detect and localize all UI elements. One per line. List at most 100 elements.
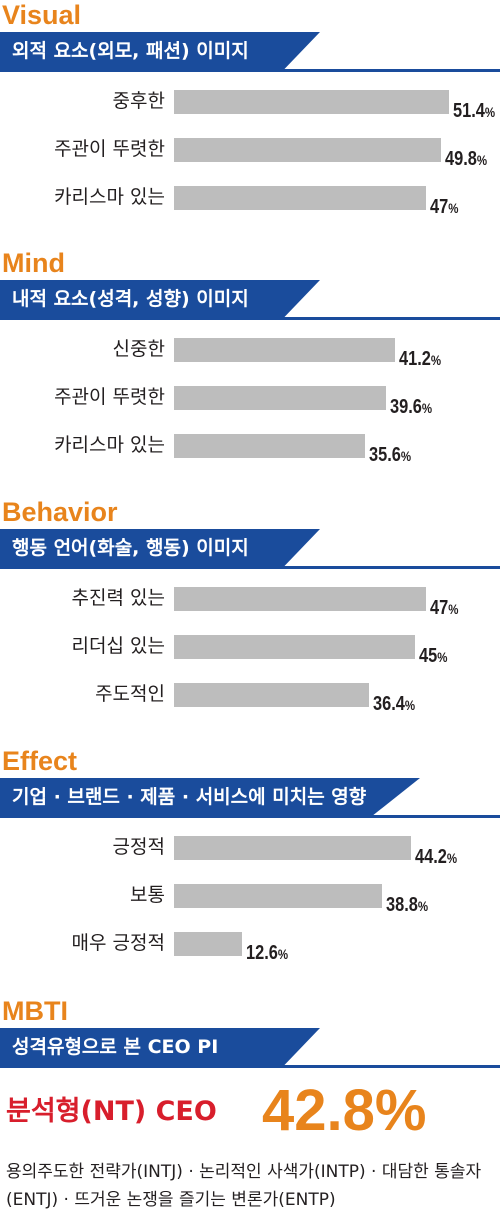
value-unit: % [476, 152, 488, 168]
bar [174, 338, 395, 362]
banner-underline [0, 317, 500, 320]
bar-row: 주관이 뚜렷한 39.6% [0, 380, 500, 420]
bar-row: 중후한 51.4% [0, 84, 500, 124]
value-number: 36.4 [373, 693, 405, 715]
value-label: 12.6% [246, 942, 288, 965]
bar-row: 주관이 뚜렷한 49.8% [0, 132, 500, 172]
section-subtitle: 기업 · 브랜드 · 제품 · 서비스에 미치는 영향 [12, 786, 367, 808]
value-number: 47 [430, 597, 449, 619]
value-label: 44.2% [415, 846, 457, 869]
category-label: 카리스마 있는 [54, 186, 165, 208]
bar-row: 카리스마 있는 47% [0, 180, 500, 220]
banner-underline [0, 815, 500, 818]
section-banner: 외적 요소(외모, 패션) 이미지 [0, 32, 500, 72]
section-title: Visual [2, 0, 82, 30]
mbti-title: MBTI [2, 996, 68, 1026]
bar [174, 683, 369, 707]
value-number: 35.6 [369, 444, 401, 466]
bar-row: 리더십 있는 45% [0, 629, 500, 669]
section-banner: 내적 요소(성격, 성향) 이미지 [0, 280, 500, 320]
banner-underline [0, 69, 500, 72]
value-number: 39.6 [390, 396, 422, 418]
value-unit: % [448, 601, 459, 617]
banner-fill [0, 32, 320, 72]
bar-row: 신중한 41.2% [0, 332, 500, 372]
bar [174, 138, 441, 162]
value-number: 12.6 [246, 942, 278, 964]
value-number: 44.2 [415, 846, 447, 868]
section-title: Effect [2, 746, 78, 776]
bar-row: 매우 긍정적 12.6% [0, 926, 500, 966]
mbti-banner: 성격유형으로 본 CEO PI [0, 1028, 500, 1068]
banner-underline [0, 1065, 500, 1068]
value-unit: % [446, 850, 458, 866]
value-label: 41.2% [399, 348, 441, 371]
category-label: 추진력 있는 [71, 587, 165, 609]
mbti-description: 용의주도한 전략가(INTJ) · 논리적인 사색가(INTP) · 대담한 통… [6, 1162, 482, 1210]
section-title: Behavior [2, 497, 118, 527]
category-label: 중후한 [112, 90, 165, 112]
section-title: Mind [2, 248, 65, 278]
value-unit: % [448, 200, 459, 216]
bar [174, 836, 411, 860]
banner-underline [0, 566, 500, 569]
category-label: 주관이 뚜렷한 [54, 386, 165, 408]
banner-fill [0, 1028, 320, 1068]
bar [174, 434, 365, 458]
bar [174, 884, 382, 908]
mbti-subtitle: 성격유형으로 본 CEO PI [12, 1036, 219, 1058]
value-label: 38.8% [386, 894, 428, 917]
section-banner: 행동 언어(화술, 행동) 이미지 [0, 529, 500, 569]
value-label: 49.8% [445, 148, 487, 171]
bar-row: 추진력 있는 47% [0, 581, 500, 621]
banner-fill [0, 529, 320, 569]
chart-section: Behavior 행동 언어(화술, 행동) 이미지 추진력 있는 47% 리더십 있는… [0, 497, 500, 737]
value-label: 35.6% [369, 444, 411, 467]
value-unit: % [421, 400, 433, 416]
value-number: 38.8 [386, 894, 418, 916]
category-label: 주관이 뚜렷한 [54, 138, 165, 160]
section-subtitle: 내적 요소(성격, 성향) 이미지 [12, 288, 249, 310]
value-number: 47 [430, 196, 449, 218]
mbti-highlight: 분석형(NT) CEO 42.8% [0, 1078, 500, 1143]
category-label: 신중한 [112, 338, 165, 360]
value-number: 41.2 [399, 348, 431, 370]
value-unit: % [404, 697, 416, 713]
category-label: 카리스마 있는 [54, 434, 165, 456]
value-label: 47% [430, 196, 458, 219]
bar [174, 90, 449, 114]
value-unit: % [430, 352, 442, 368]
value-number: 51.4 [453, 100, 485, 122]
value-number: 45 [419, 645, 438, 667]
category-label: 매우 긍정적 [71, 932, 165, 954]
bar [174, 186, 426, 210]
bar-row: 긍정적 44.2% [0, 830, 500, 870]
banner-fill [0, 778, 420, 818]
value-unit: % [400, 448, 412, 464]
bar-row: 주도적인 36.4% [0, 677, 500, 717]
section-subtitle: 행동 언어(화술, 행동) 이미지 [12, 537, 249, 559]
value-number: 49.8 [445, 148, 477, 170]
value-unit: % [437, 649, 448, 665]
bar [174, 932, 242, 956]
category-label: 보통 [130, 884, 165, 906]
highlight-value: 42.8% [262, 1078, 427, 1143]
bar [174, 386, 386, 410]
value-label: 47% [430, 597, 458, 620]
value-unit: % [484, 104, 496, 120]
section-banner: 기업 · 브랜드 · 제품 · 서비스에 미치는 영향 [0, 778, 500, 818]
section-subtitle: 외적 요소(외모, 패션) 이미지 [12, 40, 249, 62]
bar-row: 보통 38.8% [0, 878, 500, 918]
bar-row: 카리스마 있는 35.6% [0, 428, 500, 468]
value-label: 51.4% [453, 100, 495, 123]
category-label: 주도적인 [95, 683, 165, 705]
bar [174, 635, 415, 659]
banner-fill [0, 280, 320, 320]
category-label: 긍정적 [112, 836, 165, 858]
highlight-label: 분석형(NT) CEO [6, 1096, 217, 1127]
value-unit: % [417, 898, 429, 914]
category-label: 리더십 있는 [71, 635, 165, 657]
